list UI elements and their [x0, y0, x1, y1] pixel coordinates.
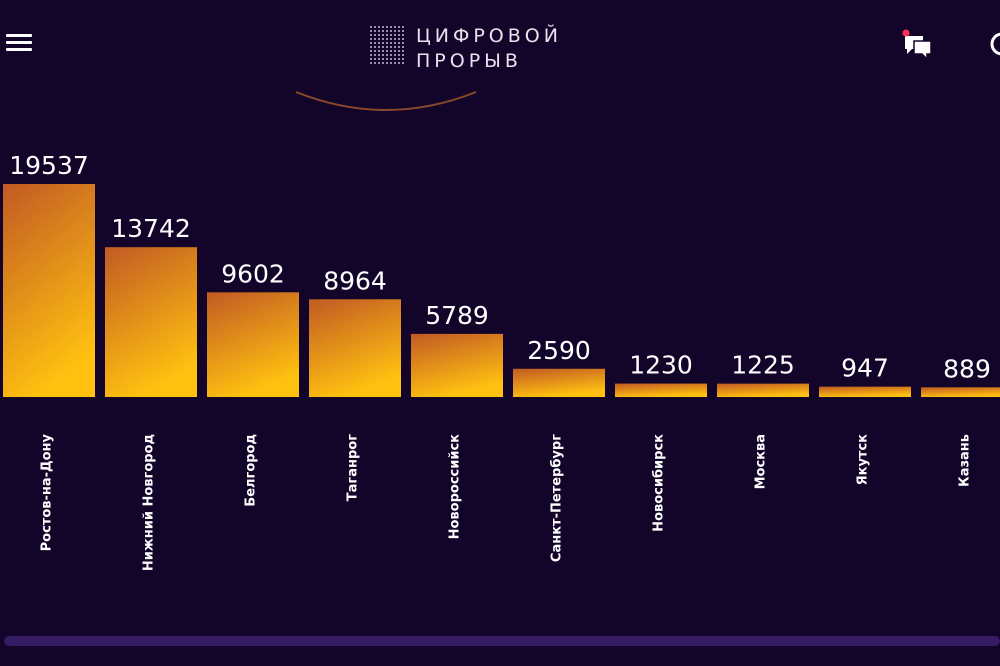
- category-label: Якутск: [856, 434, 871, 486]
- logo-mark-icon: [370, 26, 404, 64]
- bar-3: [207, 292, 299, 397]
- category-label: Белгород: [244, 434, 259, 507]
- bar-4: [309, 299, 401, 397]
- user-icon[interactable]: [988, 30, 1000, 58]
- category-label: Санкт-Петербург: [550, 434, 565, 562]
- bar-1: [3, 184, 95, 397]
- category-label: Ростов-на-Дону: [40, 433, 55, 551]
- bar-6: [513, 368, 605, 397]
- value-label: 13742: [111, 214, 191, 243]
- horizontal-scrollbar[interactable]: [4, 636, 1000, 646]
- value-label: 889: [943, 354, 991, 383]
- menu-line: [6, 48, 32, 51]
- bar-2: [105, 247, 197, 397]
- decorative-arc: [295, 91, 477, 111]
- category-label: Казань: [958, 434, 973, 487]
- notification-dot: [902, 29, 910, 37]
- logo-text: ЦИФРОВОЙ ПРОРЫВ: [416, 24, 562, 74]
- category-label: Москва: [754, 434, 769, 489]
- bar-5: [411, 333, 503, 397]
- bar-8: [717, 383, 809, 397]
- category-label: Новороссийск: [448, 434, 463, 540]
- value-label: 5789: [425, 301, 489, 330]
- bar-7: [615, 383, 707, 397]
- menu-line: [6, 34, 32, 37]
- bar-9: [819, 386, 911, 397]
- logo-line1: ЦИФРОВОЙ: [416, 25, 562, 47]
- bar-10: [921, 387, 1000, 397]
- value-label: 2590: [527, 336, 591, 365]
- value-label: 1230: [629, 351, 693, 380]
- chat-icon[interactable]: [900, 27, 936, 63]
- logo-line2: ПРОРЫВ: [416, 50, 522, 72]
- value-label: 9602: [221, 259, 285, 288]
- menu-line: [6, 41, 32, 44]
- value-label: 19537: [9, 151, 89, 180]
- category-label: Нижний Новгород: [142, 434, 157, 571]
- category-label: Новосибирск: [652, 434, 667, 532]
- value-label: 1225: [731, 351, 795, 380]
- value-label: 8964: [323, 266, 387, 295]
- bar-chart: 19537 Ростов-на-Дону 13742 Нижний Новгород 9…: [3, 151, 1000, 571]
- value-label: 947: [841, 354, 889, 383]
- menu-button[interactable]: [6, 34, 32, 54]
- category-label: Таганрог: [346, 434, 361, 501]
